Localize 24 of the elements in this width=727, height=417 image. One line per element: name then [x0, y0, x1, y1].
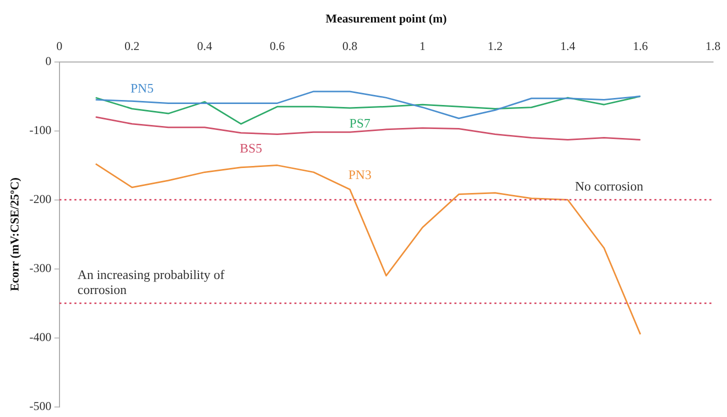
series-label: PN3 [348, 166, 372, 182]
series-label: PS7 [349, 115, 371, 130]
x-tick-label: 1.4 [560, 38, 576, 53]
series-label: PN5 [130, 80, 154, 96]
x-tick-label: 0.6 [270, 38, 285, 53]
series-label: BS5 [240, 140, 262, 156]
y-axis-title: Ecorr (mV:CSE/25ºC) [7, 177, 22, 292]
x-tick-label: 1 [420, 38, 426, 53]
x-tick-label: 0.4 [197, 38, 212, 53]
x-tick-label: 0.8 [342, 38, 358, 53]
x-tick-label: 1.8 [706, 38, 720, 53]
y-tick-label: -500 [29, 398, 52, 413]
annotation: No corrosion [575, 178, 644, 194]
y-tick-label: -100 [29, 122, 52, 137]
x-tick-label: 0 [56, 38, 62, 53]
y-tick-label: -200 [29, 192, 52, 206]
y-tick-label: -300 [29, 260, 52, 275]
x-axis-title: Measurement point (m) [326, 11, 447, 26]
x-tick-label: 0.2 [124, 38, 140, 53]
x-tick-label: 1.2 [488, 38, 503, 53]
annotation: An increasing probability of corrosion [78, 267, 226, 298]
y-tick-label: -400 [29, 330, 52, 344]
y-tick-label: 0 [45, 54, 52, 68]
x-tick-label: 1.6 [632, 38, 648, 53]
